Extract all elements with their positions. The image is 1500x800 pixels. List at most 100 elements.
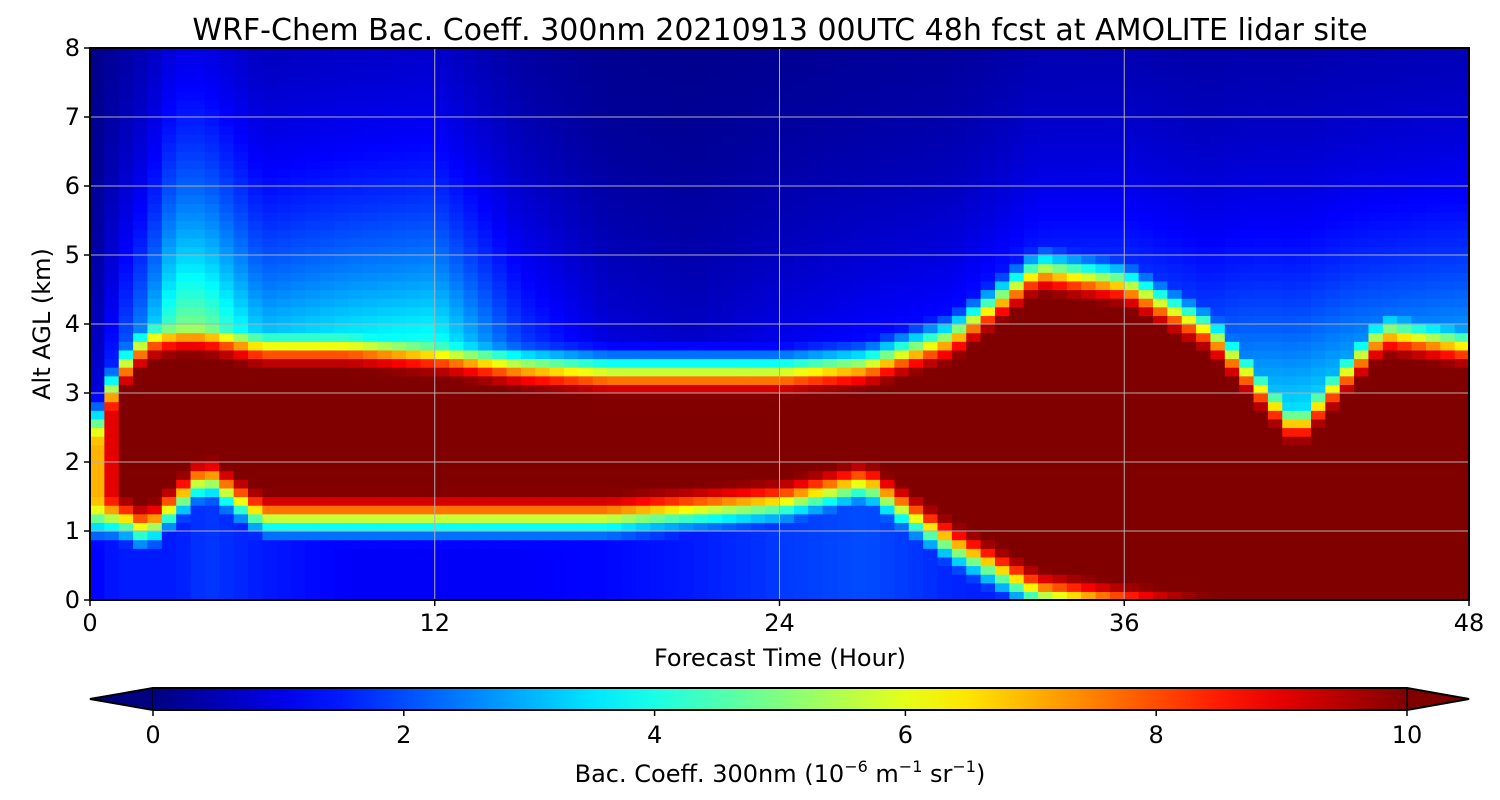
heatmap-cell [635,99,651,109]
heatmap-cell [319,168,335,178]
heatmap-cell [248,142,263,153]
heatmap-cell [377,444,393,454]
heatmap-cell [1095,73,1111,84]
heatmap-cell [1138,99,1154,109]
heatmap-cell [865,531,881,541]
heatmap-cell [822,134,838,144]
heatmap-cell [520,91,536,101]
heatmap-cell [1152,194,1168,204]
heatmap-cell [549,73,565,84]
heatmap-cell [635,332,651,342]
heatmap-cell [894,65,910,75]
heatmap-cell [923,539,939,549]
heatmap-cell [133,410,149,420]
heatmap-cell [391,375,407,385]
heatmap-cell [90,358,105,368]
heatmap-cell [204,444,220,454]
heatmap-cell [908,462,924,472]
heatmap-cell [535,160,551,170]
heatmap-cell [808,462,824,472]
heatmap-cell [779,186,795,196]
heatmap-cell [836,556,852,567]
heatmap-cell [161,272,177,282]
heatmap-cell [391,99,407,109]
heatmap-cell [1138,444,1154,454]
heatmap-cell [276,470,292,480]
heatmap-cell [650,565,666,575]
heatmap-cell [118,479,134,489]
heatmap-cell [305,548,321,558]
heatmap-cell [650,289,666,299]
heatmap-cell [937,125,953,135]
heatmap-cell [520,65,536,75]
heatmap-cell [951,470,967,480]
heatmap-cell [1066,436,1082,446]
heatmap-cell [693,375,709,385]
heatmap-cell [1167,315,1183,325]
heatmap-cell [1023,280,1039,291]
heatmap-cell [276,401,292,411]
heatmap-cell [463,203,479,213]
heatmap-cell [506,410,522,420]
heatmap-cell [765,82,781,92]
heatmap-cell [118,548,134,558]
heatmap-cell [664,548,680,558]
heatmap-cell [621,203,637,213]
heatmap-cell [592,246,608,256]
heatmap-cell [578,125,594,135]
heatmap-cell [133,298,149,308]
heatmap-cell [406,289,421,299]
heatmap-cell [1124,513,1140,523]
heatmap-cell [1138,332,1154,342]
heatmap-cell [779,246,795,256]
heatmap-cell [549,349,565,360]
heatmap-cell [406,298,421,308]
heatmap-cell [118,125,134,135]
heatmap-cell [133,220,149,230]
heatmap-cell [951,591,967,600]
heatmap-cell [836,582,852,592]
heatmap-cell [449,255,465,265]
heatmap-cell [377,151,393,161]
heatmap-cell [1124,427,1140,437]
heatmap-cell [90,462,105,472]
heatmap-cell [549,91,565,101]
heatmap-cell [779,65,795,75]
heatmap-cell [1196,332,1212,342]
heatmap-cell [1095,462,1111,472]
heatmap-cell [1095,168,1111,178]
heatmap-cell [1052,160,1068,170]
heatmap-cell [520,479,536,489]
heatmap-cell [233,358,249,368]
heatmap-cell [176,539,192,549]
heatmap-cell [1081,56,1097,66]
heatmap-cell [736,436,752,446]
heatmap-cell [722,401,738,411]
heatmap-cell [391,246,407,256]
heatmap-cell [1081,237,1097,247]
heatmap-cell [621,401,637,411]
heatmap-cell [90,556,105,567]
heatmap-cell [779,470,795,480]
heatmap-cell [1009,315,1025,325]
heatmap-cell [1109,229,1125,239]
heatmap-cell [592,134,608,144]
heatmap-cell [1066,574,1082,584]
heatmap-cell [664,332,680,342]
heatmap-cell [923,548,939,558]
heatmap-cell [1152,306,1168,316]
heatmap-cell [219,496,235,506]
heatmap-cell [994,531,1010,541]
heatmap-cell [880,306,896,316]
heatmap-cell [1138,186,1154,196]
heatmap-cell [865,289,881,299]
heatmap-cell [722,186,738,196]
heatmap-cell [291,134,307,144]
heatmap-cell [1009,306,1025,316]
heatmap-cell [90,99,105,109]
heatmap-cell [592,591,608,600]
heatmap-cell [319,82,335,92]
heatmap-cell [291,168,307,178]
heatmap-cell [161,82,177,92]
heatmap-cell [707,479,723,489]
